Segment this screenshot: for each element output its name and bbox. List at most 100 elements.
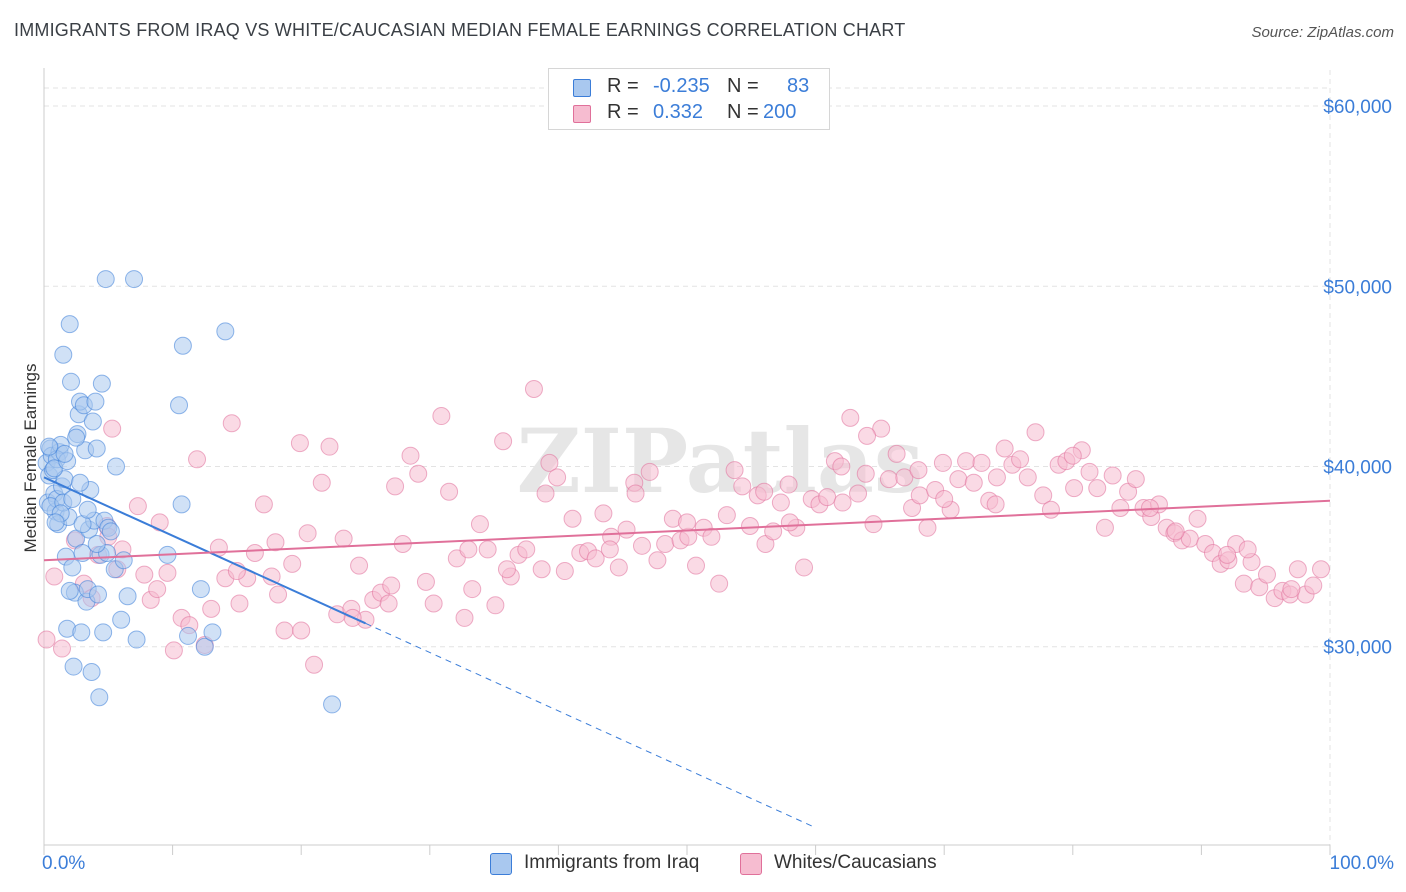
iraq-point (179, 626, 198, 645)
whites-point (594, 504, 613, 523)
whites-point (864, 515, 883, 534)
whites-point (334, 529, 353, 548)
iraq-point (40, 437, 59, 456)
y-tick-label: $50,000 (1323, 277, 1392, 298)
whites-point (470, 515, 489, 534)
whites-point (1188, 509, 1207, 528)
whites-point (678, 513, 696, 532)
whites-point (1026, 423, 1045, 442)
whites-point (386, 477, 405, 496)
iraq-point (216, 322, 235, 341)
iraq-point (90, 688, 109, 707)
legend-n-label: N = (727, 75, 759, 97)
whites-point (910, 486, 929, 505)
bottom-legend-swatch-whites (740, 853, 762, 875)
iraq-point (114, 551, 133, 570)
whites-point (312, 473, 331, 492)
whites-point (497, 560, 516, 579)
whites-point (1238, 540, 1257, 559)
whites-point (586, 549, 605, 568)
iraq-point (63, 558, 82, 577)
whites-point (725, 461, 744, 480)
iraq-point (170, 396, 189, 415)
whites-point (609, 558, 628, 577)
x-tick-label: 0.0% (42, 853, 85, 874)
bottom-legend-label: Whites/Caucasians (774, 852, 937, 873)
whites-point (918, 518, 937, 537)
whites-point (269, 585, 288, 604)
legend-r-value: 0.332 (653, 101, 704, 123)
whites-point (895, 468, 914, 487)
iraq-point (127, 630, 146, 649)
iraq-point (118, 587, 137, 606)
whites-point (755, 482, 774, 501)
whites-point (1166, 522, 1185, 541)
whites-point (1282, 580, 1301, 599)
iraq-point (82, 662, 101, 681)
whites-point (702, 527, 721, 546)
whites-point (1234, 574, 1253, 593)
whites-point (1041, 500, 1060, 519)
iraq-trend-line (43, 476, 366, 625)
whites-point (1088, 479, 1107, 498)
whites-point (1011, 450, 1030, 469)
bottom-legend-swatch-iraq (490, 853, 512, 875)
y-tick-label: $30,000 (1323, 638, 1392, 659)
iraq-point (191, 580, 210, 599)
whites-point (254, 495, 273, 514)
whites-point (887, 444, 906, 463)
iraq-point (112, 610, 131, 629)
legend-r-value: -0.235 (653, 75, 710, 97)
iraq-point (72, 623, 91, 642)
whites-point (298, 524, 317, 543)
whites-point (459, 540, 478, 559)
whites-point (350, 556, 369, 575)
iraq-point (89, 585, 108, 604)
whites-point (275, 621, 294, 640)
iraq-point (195, 637, 214, 656)
correlation-legend: R = -0.235 N = 83 R = 0.332 N = 200 (548, 68, 830, 130)
iraq-point (87, 535, 106, 554)
iraq-point (71, 473, 90, 492)
bottom-legend-label: Immigrants from Iraq (524, 852, 700, 873)
legend-n-label: N = (727, 101, 759, 123)
iraq-point (96, 270, 115, 289)
legend-r-label: R = (607, 75, 639, 97)
legend-n-value: 200 (763, 101, 797, 123)
whites-point (1257, 565, 1276, 584)
whites-point (626, 484, 645, 503)
whites-point (687, 556, 706, 575)
whites-point (379, 594, 398, 613)
whites-point (1111, 498, 1130, 517)
whites-point (382, 576, 401, 595)
whites-point (283, 554, 302, 573)
whites-point (640, 462, 659, 481)
whites-point (563, 509, 582, 528)
whites-point (128, 497, 147, 516)
iraq-point (78, 500, 97, 519)
whites-point (1018, 468, 1037, 487)
whites-point (833, 493, 852, 512)
legend-swatch-iraq (573, 79, 591, 97)
whites-point (148, 580, 167, 599)
whites-point (494, 432, 513, 451)
whites-point (1034, 486, 1053, 505)
whites-point (849, 484, 868, 503)
whites-point (524, 380, 543, 399)
whites-point (741, 516, 760, 535)
whites-point (440, 482, 459, 501)
whites-point (858, 426, 877, 445)
whites-point (1126, 470, 1145, 489)
legend-swatch-whites (573, 105, 591, 123)
iraq-point (323, 695, 342, 714)
whites-point (1095, 518, 1114, 537)
iraq-point (64, 657, 83, 676)
iraq-point (67, 428, 86, 447)
whites-point (455, 608, 474, 627)
whites-point (632, 536, 651, 555)
whites-point (103, 419, 122, 438)
y-tick-label: $40,000 (1323, 458, 1392, 479)
legend-r-label: R = (607, 101, 639, 123)
whites-point (771, 493, 790, 512)
